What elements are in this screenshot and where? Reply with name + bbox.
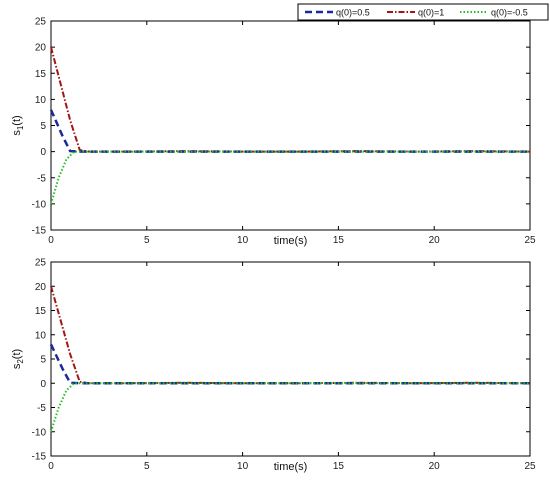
panel-2: 0 5 10 15 20 25 -15 -10 -5 0 5 10 15 20 25 time(s) s2(t) [11, 258, 536, 474]
y-tick-label: 25 [35, 17, 47, 28]
y-tick-label: 5 [40, 121, 46, 132]
y-tick-label: -5 [37, 403, 46, 414]
x-tick-label: 20 [429, 235, 441, 246]
x-tick-label: 15 [333, 461, 345, 472]
y-tick-label: 25 [35, 258, 47, 269]
y-tick-label: -15 [32, 452, 47, 463]
plot-area-2 [50, 261, 531, 457]
x-tick-label: 20 [429, 461, 441, 472]
legend-label-q05: q(0)=0.5 [336, 8, 370, 18]
y-tick-label: -5 [37, 173, 46, 184]
legend-box [297, 3, 549, 21]
x-tick-label: 10 [237, 461, 249, 472]
y-tick-label: 0 [40, 379, 46, 390]
y-tick-label: 20 [35, 43, 47, 54]
x-axis-label: time(s) [274, 235, 308, 247]
x-tick-label: 15 [333, 235, 345, 246]
y-tick-label: 10 [35, 95, 47, 106]
y-tick-label: -10 [32, 199, 47, 210]
legend-label-q1: q(0)=1 [418, 8, 444, 18]
plot-area-1 [50, 20, 531, 231]
legend-label-qneg05: q(0)=-0.5 [491, 8, 528, 18]
y-tick-label: 15 [35, 69, 47, 80]
x-tick-label: 5 [144, 235, 150, 246]
y-tick-label: 15 [35, 306, 47, 317]
y-tick-label: 10 [35, 330, 47, 341]
y-axis-label: s2(t) [11, 349, 25, 369]
x-tick-label: 25 [524, 461, 536, 472]
series-line-q1 [50, 285, 531, 385]
y-tick-label: 20 [35, 282, 47, 293]
y-tick-label: 5 [40, 355, 46, 366]
panel-1: 0 5 10 15 20 25 -15 -10 -5 0 5 10 15 20 25 time(s) s1(t) [11, 17, 536, 248]
x-tick-label: 25 [524, 235, 536, 246]
x-tick-label: 5 [144, 461, 150, 472]
y-tick-label: -15 [32, 226, 47, 237]
y-axis-label: s1(t) [11, 115, 25, 135]
y-tick-label: -10 [32, 427, 47, 438]
x-tick-label: 10 [237, 235, 249, 246]
x-tick-label: 0 [48, 235, 54, 246]
y-tick-label: 0 [40, 147, 46, 158]
legend: q(0)=0.5 q(0)=1 q(0)=-0.5 [297, 3, 549, 21]
x-axis-label: time(s) [274, 461, 308, 473]
x-tick-label: 0 [48, 461, 54, 472]
